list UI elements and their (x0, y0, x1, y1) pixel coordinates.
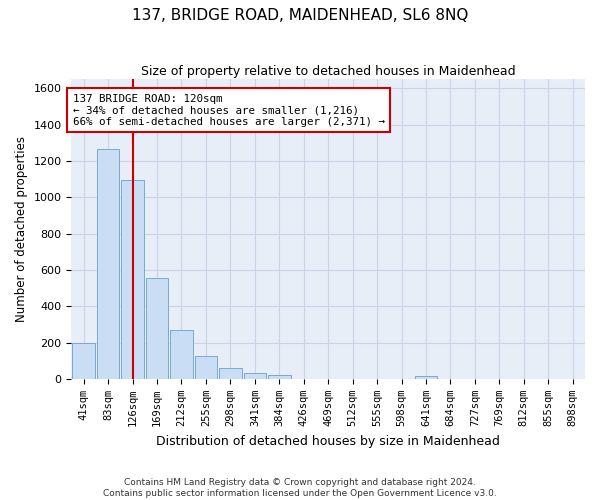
Text: 137 BRIDGE ROAD: 120sqm
← 34% of detached houses are smaller (1,216)
66% of semi: 137 BRIDGE ROAD: 120sqm ← 34% of detache… (73, 94, 385, 127)
Bar (121, 180, 144, 379)
Bar (97, 149, 119, 379)
Text: Contains HM Land Registry data © Crown copyright and database right 2024.
Contai: Contains HM Land Registry data © Crown c… (103, 478, 497, 498)
Bar (244, 374, 266, 379)
Bar (219, 368, 242, 379)
Bar (268, 375, 290, 379)
Bar (194, 356, 217, 379)
Y-axis label: Number of detached properties: Number of detached properties (15, 136, 28, 322)
Text: 137, BRIDGE ROAD, MAIDENHEAD, SL6 8NQ: 137, BRIDGE ROAD, MAIDENHEAD, SL6 8NQ (132, 8, 468, 22)
X-axis label: Distribution of detached houses by size in Maidenhead: Distribution of detached houses by size … (156, 434, 500, 448)
Title: Size of property relative to detached houses in Maidenhead: Size of property relative to detached ho… (141, 65, 515, 78)
Bar (170, 330, 193, 379)
Bar (73, 342, 95, 379)
Bar (146, 278, 168, 379)
Bar (415, 376, 437, 379)
